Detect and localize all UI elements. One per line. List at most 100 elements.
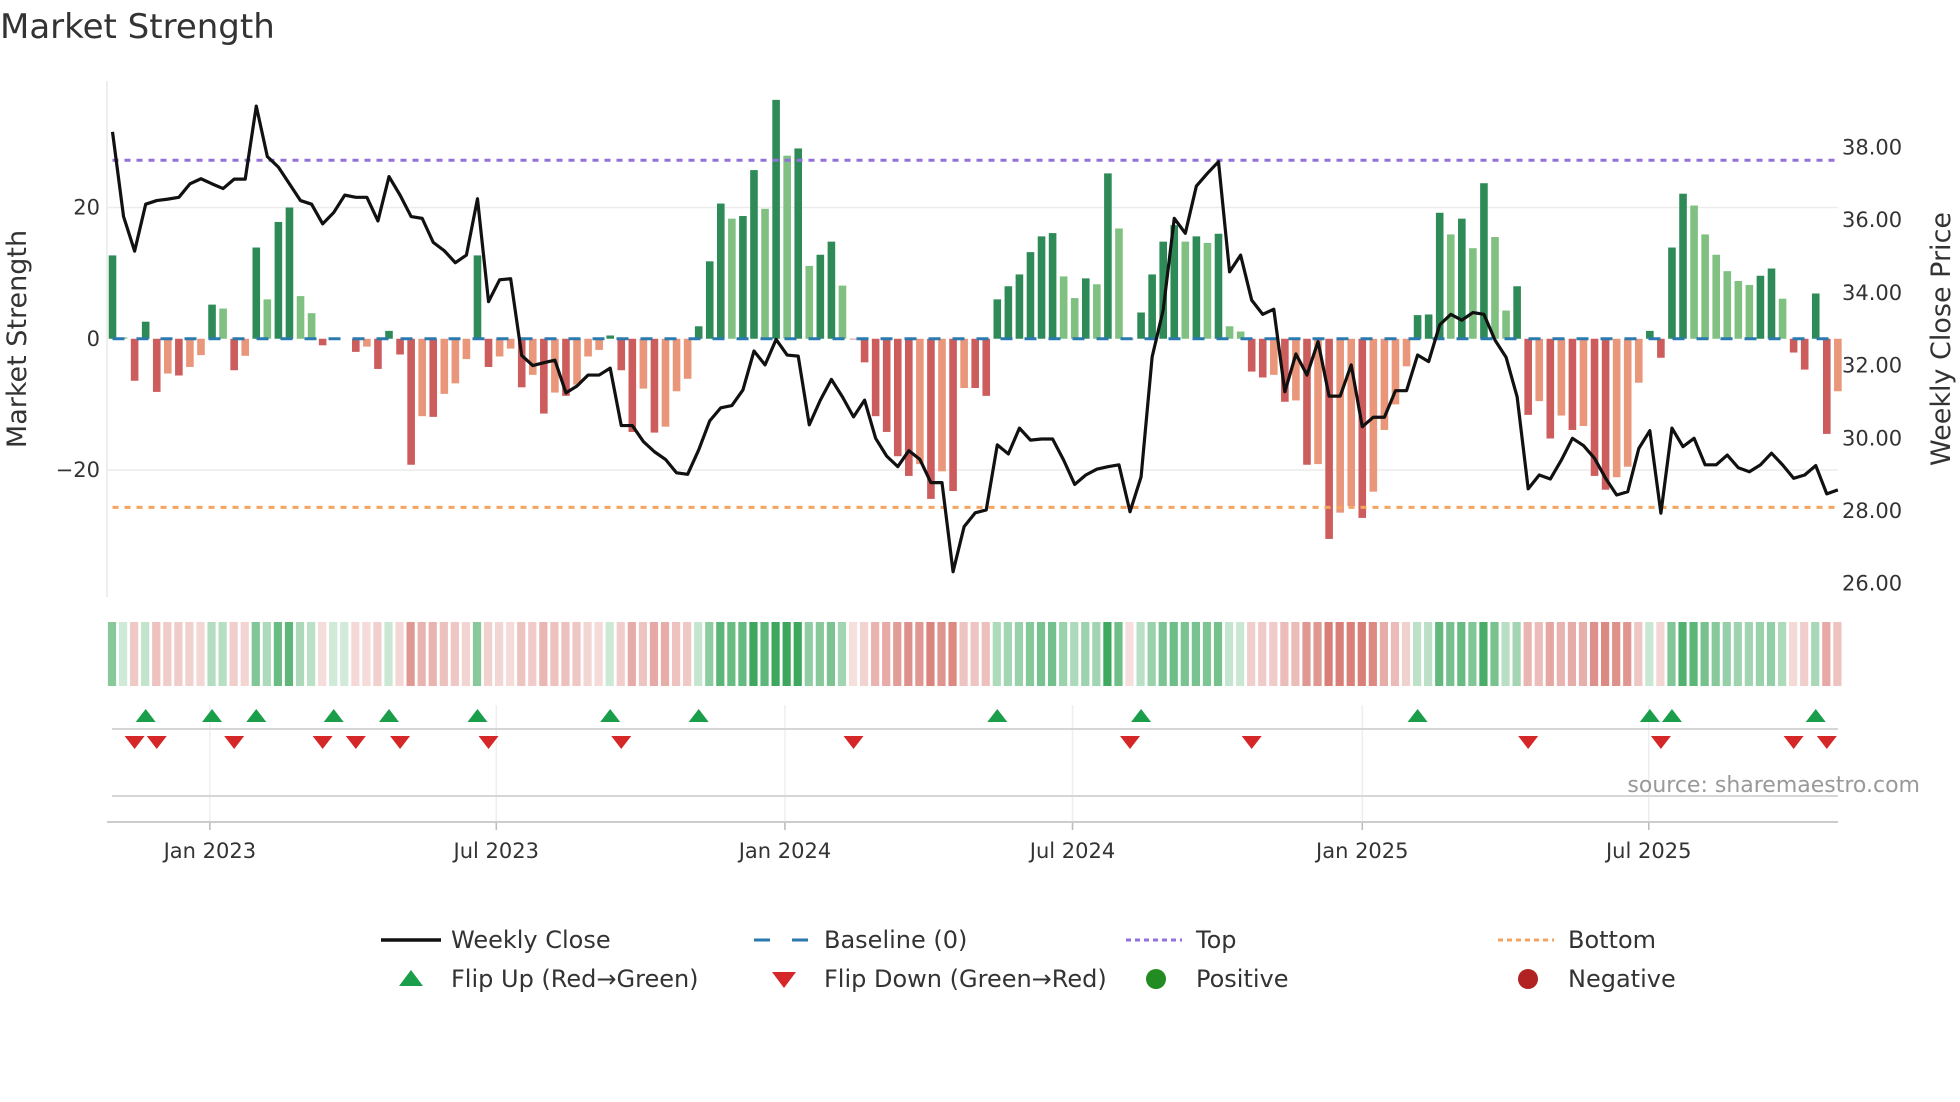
heat-cell bbox=[163, 622, 172, 686]
strength-bar bbox=[827, 241, 836, 339]
strength-bar bbox=[1491, 237, 1499, 339]
strength-bar bbox=[1446, 234, 1455, 339]
strength-bar bbox=[1723, 271, 1732, 339]
strength-bar bbox=[1811, 293, 1820, 339]
y2-axis-label: Weekly Close Price bbox=[1926, 212, 1957, 466]
heat-cell bbox=[1578, 622, 1588, 686]
heat-cell bbox=[1523, 622, 1532, 686]
heat-cell bbox=[981, 622, 990, 686]
heat-cell bbox=[185, 622, 194, 686]
strength-bar bbox=[705, 261, 714, 339]
strength-bar bbox=[1137, 312, 1145, 339]
heat-cell bbox=[771, 622, 780, 686]
strength-bar bbox=[1402, 338, 1411, 367]
strength-bar bbox=[164, 338, 172, 374]
heat-cell bbox=[1479, 622, 1488, 686]
legend-label: Weekly Close bbox=[451, 926, 611, 954]
heat-cell bbox=[594, 622, 603, 686]
heat-cell bbox=[273, 622, 282, 686]
strength-bar bbox=[1325, 338, 1333, 539]
y2-tick-label: 30.00 bbox=[1842, 426, 1902, 450]
strength-bar bbox=[1668, 247, 1676, 339]
strength-bar bbox=[1590, 338, 1599, 476]
strength-bar bbox=[1270, 338, 1278, 375]
heat-cell bbox=[1446, 622, 1455, 686]
strength-bar bbox=[683, 338, 692, 379]
legend-label: Positive bbox=[1196, 965, 1289, 993]
heat-cell bbox=[1490, 622, 1499, 686]
legend-label: Top bbox=[1195, 926, 1237, 954]
x-tick-label: Jan 2023 bbox=[162, 839, 257, 863]
flip-down-marker bbox=[1120, 736, 1141, 749]
heat-cell bbox=[406, 622, 415, 686]
strength-bar bbox=[617, 338, 626, 371]
heat-cell bbox=[472, 622, 482, 686]
strength-bar bbox=[1303, 338, 1311, 465]
strength-bar bbox=[1292, 338, 1300, 401]
legend-label: Flip Up (Red→Green) bbox=[451, 965, 699, 993]
strength-bar bbox=[230, 338, 238, 371]
heat-cell bbox=[1612, 622, 1621, 686]
strength-bar bbox=[108, 255, 117, 339]
flip-up-legend-icon bbox=[399, 970, 423, 986]
heat-cell bbox=[1722, 622, 1731, 686]
strength-bar bbox=[628, 338, 637, 432]
weekly-close-line bbox=[110, 104, 1839, 574]
heat-cell bbox=[1789, 622, 1798, 686]
flip-up-marker bbox=[987, 709, 1008, 722]
x-tick-label: Jul 2024 bbox=[1028, 839, 1115, 863]
strength-bar bbox=[1026, 252, 1035, 339]
strength-bar bbox=[1037, 236, 1046, 339]
strength-bar bbox=[374, 338, 382, 369]
x-tick-label: Jan 2024 bbox=[737, 839, 832, 863]
heat-cell bbox=[1412, 622, 1422, 686]
strength-bar bbox=[1424, 314, 1433, 339]
strength-bar bbox=[794, 148, 803, 339]
strength-bar bbox=[1048, 233, 1057, 339]
strength-bar bbox=[606, 335, 614, 339]
strength-bar bbox=[1281, 338, 1289, 402]
strength-bar bbox=[650, 338, 659, 433]
heat-cell bbox=[141, 622, 150, 686]
heat-cell bbox=[1744, 622, 1753, 686]
strength-bar bbox=[1336, 338, 1344, 513]
y2-tick-label: 38.00 bbox=[1842, 136, 1902, 160]
heat-cell bbox=[1202, 622, 1212, 686]
strength-bar bbox=[916, 338, 924, 465]
strength-bar bbox=[1192, 236, 1201, 339]
heat-cell bbox=[937, 622, 946, 686]
heat-cell bbox=[1236, 622, 1245, 686]
heat-cell bbox=[926, 622, 935, 686]
flip-up-marker bbox=[1131, 709, 1152, 722]
strength-bar bbox=[960, 338, 968, 388]
strength-bar bbox=[274, 221, 283, 339]
heat-cell bbox=[1125, 622, 1134, 686]
heat-cell bbox=[1158, 622, 1167, 686]
flip-markers bbox=[124, 709, 1837, 749]
heat-cell bbox=[959, 622, 968, 686]
heat-cell bbox=[1114, 622, 1123, 686]
strength-bar bbox=[1380, 338, 1389, 430]
flip-up-marker bbox=[1407, 709, 1428, 722]
legend: Weekly Close Baseline (0) Top Bottom Flip Up… bbox=[381, 926, 1676, 993]
strength-bar bbox=[1701, 234, 1709, 339]
chart-title: Market Strength bbox=[0, 7, 275, 47]
heat-cell bbox=[229, 622, 238, 686]
strength-bar bbox=[949, 338, 957, 491]
strength-bar bbox=[882, 338, 891, 432]
heat-cell bbox=[517, 622, 526, 686]
strength-bar bbox=[1601, 338, 1610, 490]
strength-bar bbox=[1004, 286, 1013, 339]
heat-cell bbox=[306, 622, 316, 686]
strength-bar bbox=[186, 338, 194, 367]
heat-cell bbox=[262, 622, 271, 686]
heat-cell bbox=[1634, 622, 1643, 686]
heat-cell bbox=[1623, 622, 1632, 686]
heat-cell bbox=[1457, 622, 1466, 686]
strength-bar bbox=[385, 330, 393, 339]
heat-cell bbox=[1689, 622, 1698, 686]
strength-bar bbox=[440, 338, 449, 394]
flip-up-marker bbox=[379, 709, 399, 722]
heat-cell bbox=[671, 622, 681, 686]
